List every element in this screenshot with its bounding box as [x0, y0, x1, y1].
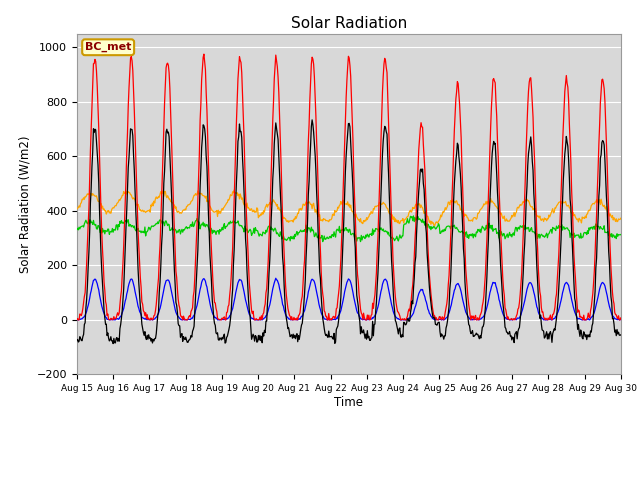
Legend: SW_in, SW_out, LW_in, LW_out, Rnet: SW_in, SW_out, LW_in, LW_out, Rnet — [166, 476, 532, 480]
Title: Solar Radiation: Solar Radiation — [291, 16, 407, 31]
Y-axis label: Solar Radiation (W/m2): Solar Radiation (W/m2) — [18, 135, 31, 273]
X-axis label: Time: Time — [334, 396, 364, 409]
Text: BC_met: BC_met — [85, 42, 131, 52]
